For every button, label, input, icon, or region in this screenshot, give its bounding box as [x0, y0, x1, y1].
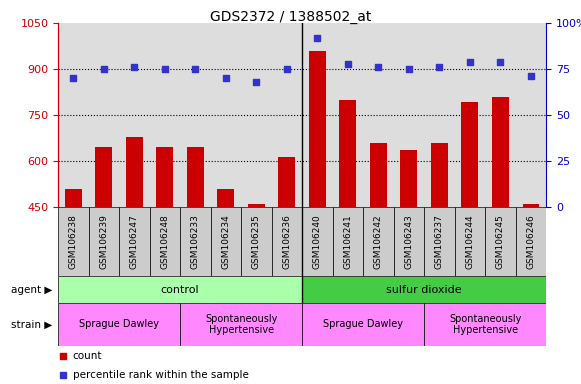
Bar: [400, 150, 417, 207]
Text: GSM106234: GSM106234: [221, 215, 230, 269]
Text: percentile rank within the sample: percentile rank within the sample: [73, 370, 249, 380]
Text: GSM106235: GSM106235: [252, 215, 261, 269]
Bar: [461, 102, 478, 207]
Point: [342, 140, 351, 146]
Bar: [88, 207, 119, 276]
Point: [496, 59, 505, 65]
Bar: [492, 98, 509, 207]
Text: sulfur dioxide: sulfur dioxide: [386, 285, 462, 295]
Bar: [180, 303, 302, 346]
Point: [282, 66, 292, 72]
Text: Spontaneously
Hypertensive: Spontaneously Hypertensive: [205, 314, 277, 335]
Text: count: count: [73, 351, 102, 361]
Text: GSM106247: GSM106247: [130, 215, 139, 269]
Point: [465, 59, 475, 65]
Bar: [210, 207, 241, 276]
Text: GSM106243: GSM106243: [404, 215, 413, 269]
Bar: [58, 276, 302, 303]
Bar: [58, 207, 88, 276]
Text: GDS2372 / 1388502_at: GDS2372 / 1388502_at: [210, 10, 371, 23]
Bar: [119, 207, 150, 276]
Point: [252, 79, 261, 85]
Bar: [187, 147, 204, 207]
Bar: [339, 101, 356, 207]
Text: GSM106238: GSM106238: [69, 215, 78, 269]
Point: [435, 64, 444, 70]
Point: [99, 66, 109, 72]
Bar: [95, 147, 112, 207]
Text: GSM106248: GSM106248: [160, 215, 169, 269]
Bar: [302, 207, 332, 276]
Bar: [431, 144, 448, 207]
Point: [160, 66, 170, 72]
Text: GSM106233: GSM106233: [191, 215, 200, 269]
Bar: [522, 204, 539, 207]
Bar: [150, 207, 180, 276]
Bar: [180, 207, 210, 276]
Text: GSM106241: GSM106241: [343, 215, 352, 269]
Text: control: control: [161, 285, 199, 295]
Text: Sprague Dawley: Sprague Dawley: [323, 319, 403, 329]
Point: [342, 313, 351, 319]
Bar: [424, 303, 546, 346]
Text: GSM106242: GSM106242: [374, 215, 383, 269]
Text: strain ▶: strain ▶: [11, 319, 52, 329]
Point: [313, 35, 322, 41]
Point: [221, 75, 231, 81]
Bar: [58, 303, 180, 346]
Point: [191, 66, 200, 72]
Point: [526, 73, 536, 79]
Point: [404, 66, 414, 72]
Text: GSM106246: GSM106246: [526, 215, 535, 269]
Bar: [424, 207, 454, 276]
Bar: [516, 207, 546, 276]
Text: GSM106236: GSM106236: [282, 215, 291, 269]
Bar: [454, 207, 485, 276]
Bar: [126, 137, 143, 207]
Bar: [156, 147, 173, 207]
Bar: [302, 303, 424, 346]
Text: GSM106240: GSM106240: [313, 215, 322, 269]
Bar: [65, 189, 82, 207]
Bar: [241, 207, 271, 276]
Bar: [363, 207, 393, 276]
Text: agent ▶: agent ▶: [11, 285, 52, 295]
Bar: [394, 207, 424, 276]
Text: Sprague Dawley: Sprague Dawley: [79, 319, 159, 329]
Text: GSM106239: GSM106239: [99, 215, 108, 269]
Text: GSM106245: GSM106245: [496, 215, 505, 269]
Bar: [332, 207, 363, 276]
Point: [374, 64, 383, 70]
Bar: [271, 207, 302, 276]
Bar: [370, 144, 387, 207]
Bar: [278, 157, 295, 207]
Point: [130, 64, 139, 70]
Bar: [248, 204, 265, 207]
Text: Spontaneously
Hypertensive: Spontaneously Hypertensive: [449, 314, 521, 335]
Text: GSM106237: GSM106237: [435, 215, 444, 269]
Point: [343, 61, 353, 67]
Bar: [302, 276, 546, 303]
Point: [69, 75, 78, 81]
Bar: [217, 189, 234, 207]
Bar: [309, 51, 326, 207]
Text: GSM106244: GSM106244: [465, 215, 474, 269]
Bar: [485, 207, 516, 276]
